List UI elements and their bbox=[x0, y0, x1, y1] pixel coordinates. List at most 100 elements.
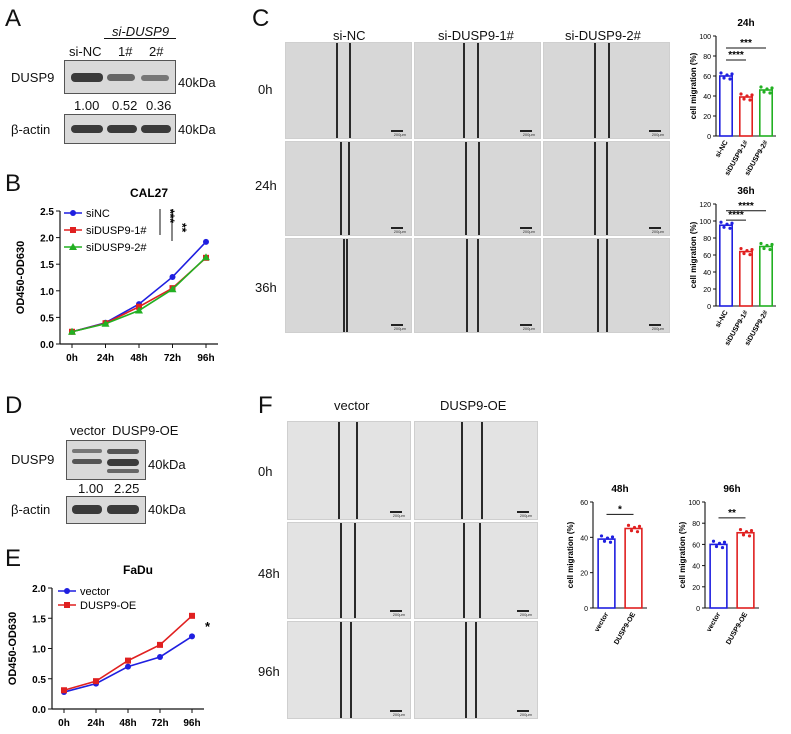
y-tick-label: 1.0 bbox=[40, 287, 54, 298]
y-tick-label: 60 bbox=[692, 542, 700, 549]
y-tick-label: 1.0 bbox=[32, 645, 46, 656]
x-tick-label: 24h bbox=[97, 353, 114, 364]
panel-a-lane-3: 2# bbox=[149, 44, 164, 59]
bar-dot bbox=[711, 539, 716, 543]
legend-label: DUSP9-OE bbox=[80, 600, 136, 612]
bar-dot bbox=[730, 72, 734, 76]
legend-marker bbox=[70, 227, 76, 233]
bar-dot bbox=[635, 530, 640, 534]
x-tick-label: 72h bbox=[164, 353, 181, 364]
bar-dot bbox=[632, 525, 637, 530]
data-point bbox=[135, 306, 143, 314]
y-tick-label: 0 bbox=[584, 606, 588, 613]
y-tick-label: 60 bbox=[703, 74, 711, 81]
bar-1 bbox=[736, 531, 755, 609]
panel-d-row1-label: DUSP9 bbox=[11, 452, 55, 467]
data-point bbox=[125, 657, 131, 664]
y-tick-label: 2.0 bbox=[40, 234, 54, 245]
bar-2 bbox=[759, 89, 774, 137]
bar-2 bbox=[759, 245, 774, 307]
panel-c-col-3: si-DUSP9-2# bbox=[565, 28, 641, 43]
y-tick-label: 100 bbox=[688, 500, 700, 507]
bar-dot bbox=[602, 539, 607, 543]
data-point bbox=[68, 327, 76, 335]
y-tick-label: 1.5 bbox=[32, 614, 46, 625]
data-point bbox=[125, 663, 131, 670]
y-axis-label: cell migration (%) bbox=[678, 521, 687, 588]
bar-dot bbox=[719, 220, 723, 224]
y-tick-label: 60 bbox=[580, 500, 588, 507]
data-point bbox=[168, 285, 177, 293]
panel-c-image-si2-36h: 200μm bbox=[543, 238, 670, 333]
panel-e-letter: E bbox=[5, 545, 22, 572]
y-tick-label: 40 bbox=[692, 564, 700, 571]
bar-0 bbox=[718, 224, 733, 307]
x-tick-label: si-NC bbox=[715, 140, 730, 159]
x-tick-label: 0h bbox=[58, 718, 70, 729]
y-tick-label: 20 bbox=[703, 114, 711, 121]
y-tick-label: 0.0 bbox=[32, 705, 46, 716]
bar-dot bbox=[719, 71, 723, 75]
bar-1 bbox=[738, 96, 753, 137]
panel-f-row-3: 96h bbox=[258, 664, 280, 679]
panel-f-image-vector-0h: 200μm bbox=[287, 421, 411, 520]
bar-dot bbox=[741, 533, 746, 537]
y-tick-label: 20 bbox=[580, 571, 588, 578]
y-tick-label: 40 bbox=[703, 94, 711, 101]
bar-dot bbox=[759, 85, 763, 89]
panel-d-blot-dusp9 bbox=[66, 440, 146, 480]
y-tick-label: 1.5 bbox=[40, 260, 54, 271]
y-tick-label: 100 bbox=[699, 34, 711, 41]
chart-title: 24h bbox=[737, 18, 754, 29]
bar-dot bbox=[750, 93, 754, 97]
panel-a-blot-actin bbox=[64, 114, 176, 144]
legend-marker bbox=[70, 210, 76, 216]
bar-dot bbox=[629, 529, 634, 533]
panel-c-image-si1-0h: 200μm bbox=[414, 42, 541, 139]
panel-d-blot-actin bbox=[66, 496, 146, 524]
panel-b-letter: B bbox=[5, 170, 22, 197]
y-axis-label: OD450-OD630 bbox=[15, 241, 27, 314]
x-tick-label: 48h bbox=[119, 718, 136, 729]
bar-dot bbox=[610, 535, 615, 539]
legend-marker bbox=[69, 243, 77, 250]
panel-f-bar-96h: 96h 0 20 40 60 80 100 cell migration (%) vector D… bbox=[678, 484, 759, 646]
panel-d-lane-2: DUSP9-OE bbox=[112, 423, 179, 438]
bar-dot bbox=[738, 527, 743, 532]
panel-c-image-si1-24h: 200μm bbox=[414, 141, 541, 236]
bar-dot bbox=[714, 544, 719, 549]
bar-dot bbox=[637, 524, 642, 528]
y-axis-label: cell migration (%) bbox=[566, 521, 575, 588]
bar-dot bbox=[762, 246, 766, 251]
panel-c-row-3: 36h bbox=[255, 280, 277, 295]
panel-f-image-oe-0h: 200μm bbox=[414, 421, 538, 520]
panel-a-group-label: si-DUSP9 bbox=[112, 24, 170, 39]
panel-d-row2-label: β-actin bbox=[11, 502, 51, 517]
chart-title: FaDu bbox=[123, 563, 153, 577]
panel-a-kda1: 40kDa bbox=[178, 75, 216, 90]
bar-dot bbox=[762, 90, 766, 94]
chart-title: 36h bbox=[737, 186, 754, 197]
x-tick-label: 96h bbox=[197, 353, 214, 364]
panel-a-quant-3: 0.36 bbox=[146, 98, 172, 113]
y-tick-label: 0 bbox=[696, 606, 700, 613]
panel-f-col-1: vector bbox=[334, 398, 370, 413]
bar-dot bbox=[722, 76, 726, 80]
panel-f-bar-48h: 48h 0 20 40 60 cell migration (%) vector DUSP9-… bbox=[566, 484, 647, 646]
panel-a-kda2: 40kDa bbox=[178, 122, 216, 137]
sig-label: ** bbox=[175, 223, 189, 233]
panel-c-col-1: si-NC bbox=[333, 28, 366, 43]
y-axis-label: cell migration (%) bbox=[689, 52, 698, 119]
y-tick-label: 2.0 bbox=[32, 584, 46, 595]
y-tick-label: 80 bbox=[692, 521, 700, 528]
series-line-0 bbox=[71, 241, 207, 333]
bar-dot bbox=[742, 252, 746, 256]
y-tick-label: 0 bbox=[707, 134, 711, 141]
sig-label: **** bbox=[728, 50, 744, 61]
y-tick-label: 120 bbox=[699, 202, 711, 209]
bar-dot bbox=[748, 98, 752, 102]
bar-dot bbox=[749, 529, 754, 533]
bar-dot bbox=[720, 545, 725, 550]
panel-c-image-sinc-24h: 200μm bbox=[285, 141, 412, 236]
panel-c-image-sinc-0h: 200μm bbox=[285, 42, 412, 139]
